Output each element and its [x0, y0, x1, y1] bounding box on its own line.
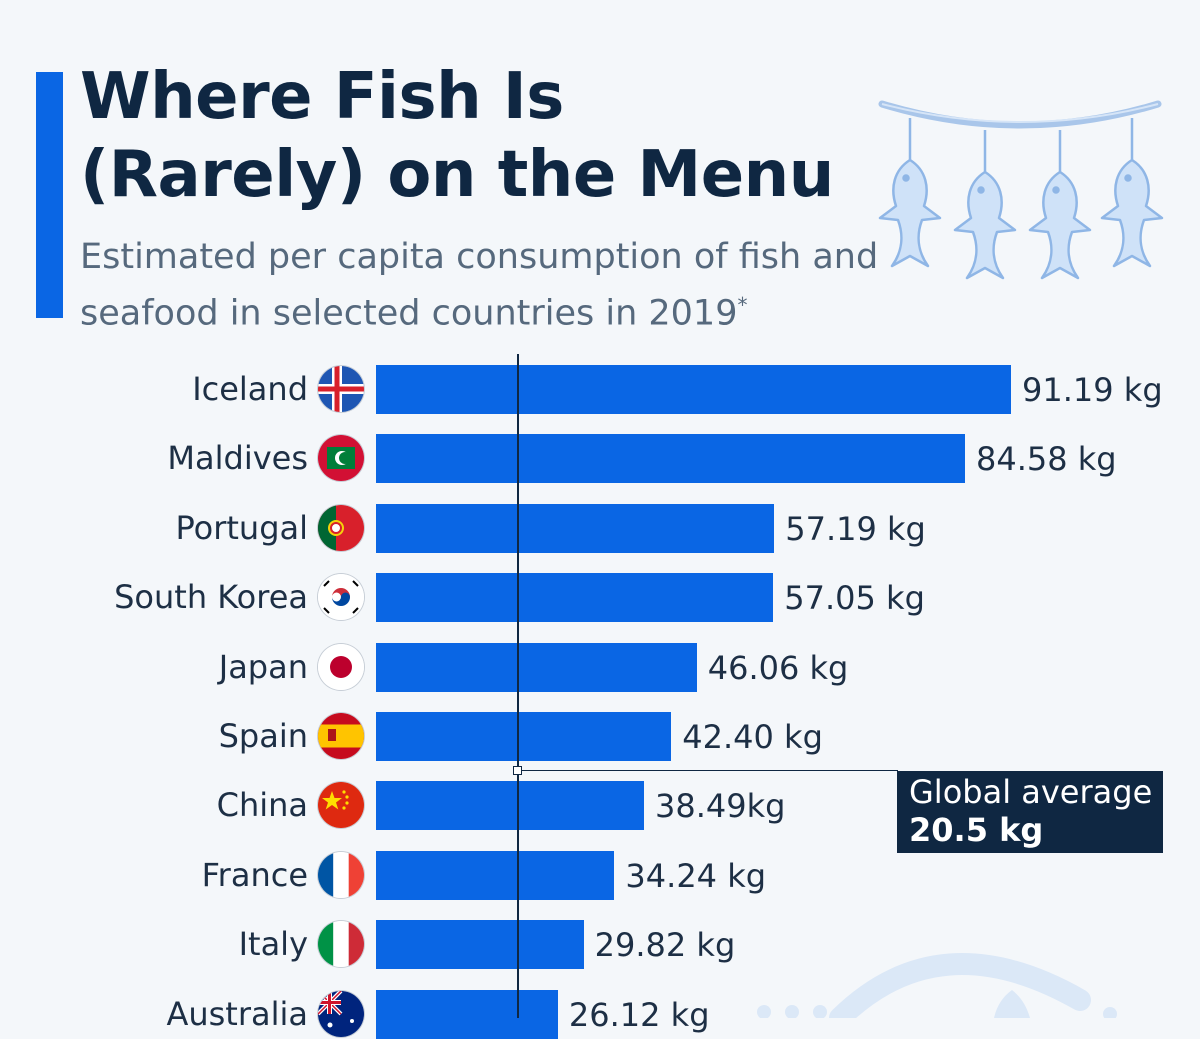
- maldives-flag-icon: [318, 435, 364, 482]
- bar-japan: [376, 642, 697, 692]
- hanging-fish-icon: [878, 100, 1164, 280]
- bar-maldives: [376, 434, 965, 484]
- chart-subtitle: Estimated per capita consumption of fish…: [80, 233, 880, 338]
- country-label-spain: Spain: [218, 717, 308, 755]
- global-average-value: 20.5 kg: [909, 811, 1044, 849]
- country-label-maldives: Maldives: [167, 439, 308, 478]
- portugal-flag-icon: [318, 504, 364, 551]
- south-korea-flag-icon: [318, 574, 364, 621]
- bar-australia: [376, 989, 558, 1039]
- country-label-australia: Australia: [166, 994, 308, 1033]
- global-average-marker: [513, 766, 522, 775]
- france-flag-icon: [318, 851, 364, 898]
- chart-title: Where Fish Is (Rarely) on the Menu: [80, 60, 834, 212]
- value-label-portugal: 57.19 kg: [785, 509, 926, 548]
- global-average-callout: Global average 20.5 kg: [897, 771, 1163, 853]
- bar-china: [376, 781, 645, 831]
- bar-france: [376, 850, 615, 900]
- bar-south-korea: [376, 573, 774, 623]
- bar-italy: [376, 920, 584, 970]
- decorative-background-icon: [757, 953, 1117, 1018]
- country-label-south-korea: South Korea: [114, 578, 308, 617]
- global-average-line: [517, 354, 519, 1018]
- country-label-china: China: [216, 786, 308, 825]
- australia-flag-icon: [318, 990, 364, 1037]
- country-label-italy: Italy: [238, 925, 308, 964]
- title-accent-bar: [36, 72, 63, 318]
- country-label-portugal: Portugal: [175, 508, 308, 547]
- global-average-connector: [518, 770, 898, 771]
- bar-iceland: [376, 365, 1011, 414]
- value-label-france: 34.24 kg: [625, 856, 767, 895]
- china-flag-icon: [318, 782, 364, 829]
- value-label-china: 38.49kg: [655, 787, 786, 826]
- bar-chart: Iceland 91.19 kg Maldives 84.58 kg Portugal 5…: [114, 365, 1163, 1039]
- country-label-iceland: Iceland: [192, 370, 308, 408]
- subtitle-text: Estimated per capita consumption of fish…: [80, 237, 879, 334]
- value-label-spain: 42.40 kg: [682, 718, 823, 756]
- spain-flag-icon: [318, 713, 364, 759]
- value-label-south-korea: 57.05 kg: [784, 579, 925, 618]
- value-label-japan: 46.06 kg: [707, 648, 849, 687]
- global-average-label: Global average: [909, 773, 1153, 811]
- value-label-iceland: 91.19 kg: [1022, 371, 1163, 409]
- bar-spain: [376, 712, 672, 761]
- italy-flag-icon: [318, 921, 364, 968]
- value-label-australia: 26.12 kg: [568, 995, 710, 1034]
- iceland-flag-icon: [318, 366, 364, 412]
- footnote-mark: *: [737, 293, 748, 317]
- country-label-japan: Japan: [218, 647, 308, 686]
- country-label-france: France: [201, 855, 308, 894]
- value-label-maldives: 84.58 kg: [975, 440, 1117, 479]
- value-label-italy: 29.82 kg: [594, 926, 736, 965]
- japan-flag-icon: [318, 643, 364, 690]
- bar-portugal: [376, 503, 775, 553]
